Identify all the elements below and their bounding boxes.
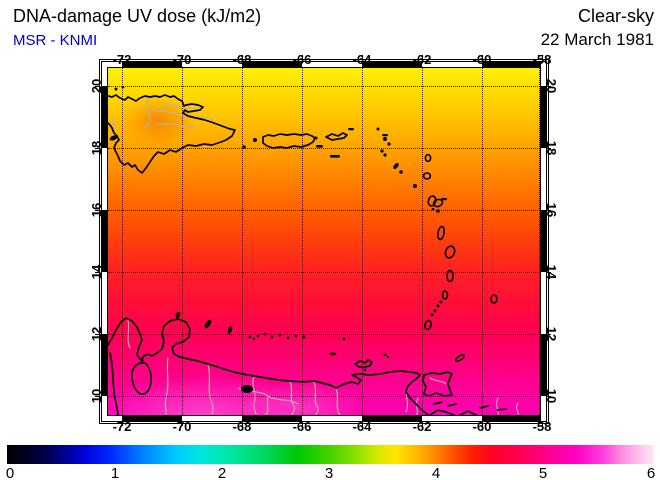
tick [547, 396, 551, 397]
colorbar-label: 2 [217, 465, 227, 480]
tick [547, 272, 551, 273]
coastline-map [108, 85, 519, 415]
lat-label-right: 20 [544, 78, 559, 94]
gridline-lon [539, 68, 540, 415]
condition-label: Clear-sky [577, 6, 654, 26]
tick [422, 55, 423, 59]
lat-label-right: 18 [544, 140, 559, 156]
colorbar [7, 445, 654, 464]
lat-label-left: 10 [89, 388, 104, 404]
tick [547, 334, 551, 335]
frame-band-right [541, 62, 546, 421]
gridline-lat [108, 334, 540, 335]
lon-label-top: -66 [292, 52, 312, 67]
colorbar-label: 5 [538, 465, 548, 480]
map-frame-outer-line [99, 59, 549, 424]
lon-label-top: -60 [472, 52, 492, 67]
rivers-and-borders [111, 96, 519, 415]
lon-label-bottom: -66 [292, 419, 312, 434]
lon-label-top: -68 [232, 52, 252, 67]
colorbar-label: 4 [431, 465, 441, 480]
tick [122, 55, 123, 59]
coastlines [108, 94, 507, 415]
lon-label-bottom: -64 [352, 419, 372, 434]
lat-label-right: 14 [544, 264, 559, 280]
source-label: MSR - KNMI [13, 32, 98, 49]
map-canvas [107, 67, 541, 416]
gridline-lon [122, 68, 123, 415]
tick [95, 334, 99, 335]
tick [242, 55, 243, 59]
lat-label-left: 16 [89, 202, 104, 218]
lat-label-left: 18 [89, 140, 104, 156]
colorbar-label: 1 [110, 465, 120, 480]
lon-label-bottom: -72 [112, 419, 132, 434]
lon-label-bottom: -58 [532, 419, 552, 434]
tick [547, 148, 551, 149]
lon-label-bottom: -70 [172, 419, 192, 434]
tick [482, 422, 483, 426]
lon-label-bottom: -62 [412, 419, 432, 434]
gridline-lat [108, 396, 540, 397]
frame-band-left [102, 62, 107, 421]
gridline-lat [108, 86, 540, 87]
tick [95, 396, 99, 397]
gridline-lon [182, 68, 183, 415]
gridline-lon [422, 68, 423, 415]
gridline-lon [482, 68, 483, 415]
lat-label-left: 12 [89, 326, 104, 342]
lon-label-top: -70 [172, 52, 192, 67]
tick [182, 422, 183, 426]
lon-label-top: -62 [412, 52, 432, 67]
gridline-lon [242, 68, 243, 415]
frame-band-top [102, 62, 546, 67]
gridline-lat [108, 148, 540, 149]
tick [362, 55, 363, 59]
gridline-lat [108, 272, 540, 273]
tick [182, 55, 183, 59]
tick [542, 55, 543, 59]
tick [542, 422, 543, 426]
tick [302, 55, 303, 59]
tick [482, 55, 483, 59]
lat-label-left: 20 [89, 78, 104, 94]
tick [95, 210, 99, 211]
tick [547, 86, 551, 87]
lat-label-right: 12 [544, 326, 559, 342]
tick [95, 148, 99, 149]
tick [95, 272, 99, 273]
tick [362, 422, 363, 426]
tick [95, 86, 99, 87]
colorbar-label: 0 [5, 465, 15, 480]
tick [422, 422, 423, 426]
tick [122, 422, 123, 426]
colorbar-label: 6 [646, 465, 656, 480]
lon-label-top: -64 [352, 52, 372, 67]
gridline-lat [108, 210, 540, 211]
lon-label-bottom: -68 [232, 419, 252, 434]
lat-label-right: 16 [544, 202, 559, 218]
date-label: 22 March 1981 [540, 30, 654, 49]
tick [547, 210, 551, 211]
lon-label-bottom: -60 [472, 419, 492, 434]
gridline-lon [362, 68, 363, 415]
tick [242, 422, 243, 426]
small-islands [109, 85, 447, 393]
lat-label-left: 14 [89, 264, 104, 280]
lon-label-top: -58 [532, 52, 552, 67]
lat-label-right: 10 [544, 388, 559, 404]
lon-label-top: -72 [112, 52, 132, 67]
gridline-lon [302, 68, 303, 415]
colorbar-label: 3 [324, 465, 334, 480]
frame-band-bottom [102, 416, 546, 421]
outlined-islands [422, 153, 498, 363]
tick [302, 422, 303, 426]
map-frame-band [101, 61, 547, 422]
page-title: DNA-damage UV dose (kJ/m2) [13, 6, 262, 26]
